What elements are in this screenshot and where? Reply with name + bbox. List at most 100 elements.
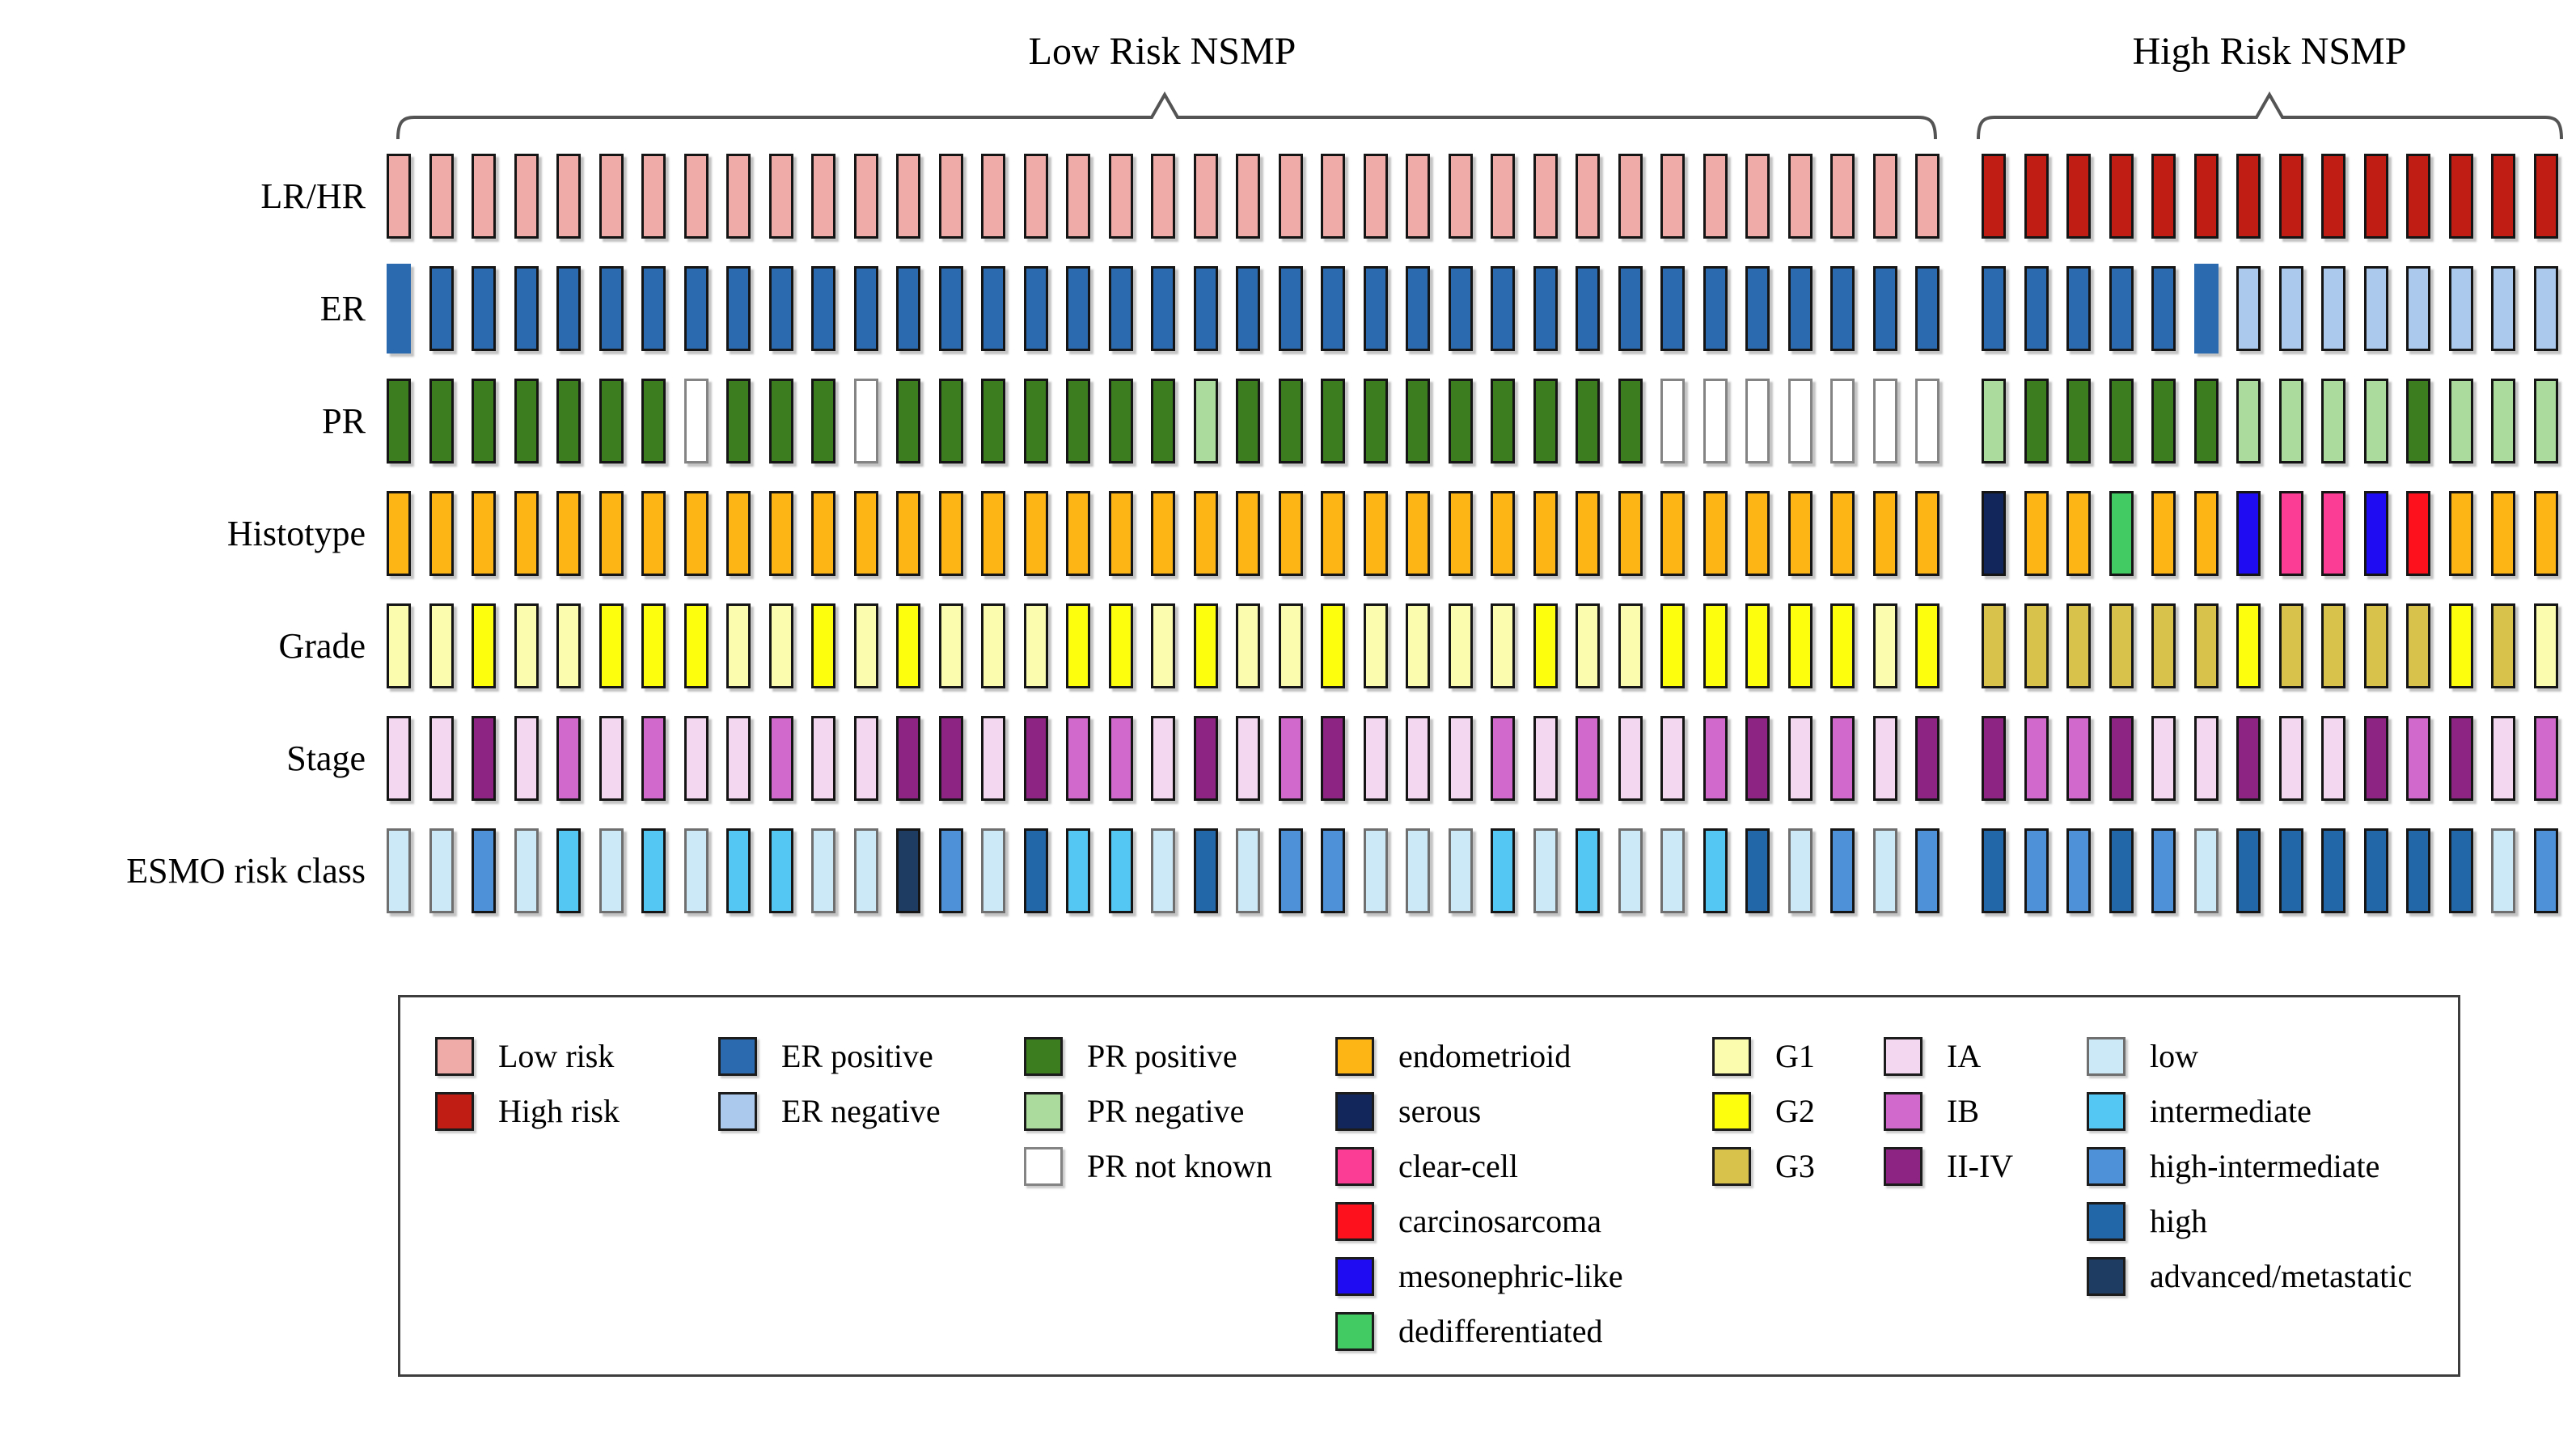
cell-histotype-col16 bbox=[1023, 491, 1048, 576]
cell-pr-col19 bbox=[1151, 379, 1175, 464]
legend-label-lo: low bbox=[2150, 1038, 2198, 1074]
legend-swatch-CC bbox=[1335, 1147, 1374, 1186]
cell-er-col27 bbox=[1491, 266, 1515, 351]
cell-histotype-col18 bbox=[1108, 491, 1133, 576]
cell-stage-col48 bbox=[2406, 716, 2430, 801]
cell-esmo-col31 bbox=[1660, 828, 1685, 913]
cell-stage-col7 bbox=[641, 716, 666, 801]
cell-er-col14 bbox=[938, 266, 963, 351]
cell-pr-col20 bbox=[1193, 379, 1218, 464]
cell-esmo-col12 bbox=[853, 828, 878, 913]
low-risk-group-title: Low Risk NSMP bbox=[1028, 30, 1296, 73]
cell-histotype-col43 bbox=[2193, 491, 2219, 576]
legend-swatch-lo bbox=[2087, 1037, 2126, 1076]
cell-er-col16 bbox=[1023, 266, 1048, 351]
legend-item-esmo-class-lo: low bbox=[2087, 1037, 2198, 1076]
cell-pr-col38 bbox=[1982, 379, 2006, 464]
legend-swatch-G3 bbox=[1712, 1147, 1751, 1186]
cell-stage-col51 bbox=[2533, 716, 2558, 801]
cell-er-col3 bbox=[472, 266, 496, 351]
legend-swatch-PR- bbox=[1024, 1092, 1063, 1131]
legend-label-PR-: PR negative bbox=[1087, 1093, 1245, 1129]
cell-stage-col43 bbox=[2193, 716, 2219, 801]
cell-stage-col10 bbox=[768, 716, 793, 801]
cell-histotype-col26 bbox=[1448, 491, 1473, 576]
cell-pr-col45 bbox=[2278, 379, 2303, 464]
cell-histotype-col37 bbox=[1915, 491, 1939, 576]
cell-esmo-col14 bbox=[938, 828, 963, 913]
legend-swatch-G1 bbox=[1712, 1037, 1751, 1076]
cell-esmo-col51 bbox=[2533, 828, 2558, 913]
cell-lrhr-col1 bbox=[387, 154, 411, 239]
legend-label-SE: serous bbox=[1398, 1093, 1482, 1129]
cell-pr-col8 bbox=[683, 379, 709, 464]
cell-er-col5 bbox=[556, 266, 581, 351]
legend-swatch-G2 bbox=[1712, 1092, 1751, 1131]
cell-histotype-col1 bbox=[387, 491, 411, 576]
cell-histotype-col28 bbox=[1533, 491, 1558, 576]
cell-esmo-col48 bbox=[2406, 828, 2430, 913]
cell-lrhr-col24 bbox=[1363, 154, 1388, 239]
cell-pr-col50 bbox=[2491, 379, 2515, 464]
cell-lrhr-col12 bbox=[853, 154, 878, 239]
cell-lrhr-col20 bbox=[1193, 154, 1218, 239]
cell-histotype-col50 bbox=[2491, 491, 2515, 576]
cell-grade-col6 bbox=[599, 603, 624, 688]
cell-grade-col17 bbox=[1066, 603, 1090, 688]
cell-lrhr-col6 bbox=[599, 154, 624, 239]
cell-grade-col45 bbox=[2278, 603, 2303, 688]
cell-lrhr-col42 bbox=[2151, 154, 2176, 239]
cell-er-col23 bbox=[1321, 266, 1345, 351]
cell-er-col18 bbox=[1108, 266, 1133, 351]
cell-histotype-col8 bbox=[683, 491, 709, 576]
cell-er-col33 bbox=[1745, 266, 1770, 351]
cell-er-col1 bbox=[387, 264, 411, 354]
cell-er-col43 bbox=[2193, 264, 2219, 354]
cell-stage-col9 bbox=[726, 716, 751, 801]
cell-esmo-col38 bbox=[1982, 828, 2006, 913]
cell-pr-col32 bbox=[1703, 379, 1728, 464]
cell-grade-col49 bbox=[2448, 603, 2473, 688]
legend-item-grade-G1: G1 bbox=[1712, 1037, 1815, 1076]
cell-lrhr-col2 bbox=[429, 154, 454, 239]
cell-lrhr-col44 bbox=[2236, 154, 2261, 239]
cell-esmo-col50 bbox=[2491, 828, 2515, 913]
cell-lrhr-col5 bbox=[556, 154, 581, 239]
cell-grade-col4 bbox=[514, 603, 539, 688]
cell-histotype-col41 bbox=[2109, 491, 2134, 576]
cell-pr-col51 bbox=[2533, 379, 2558, 464]
cell-histotype-col12 bbox=[853, 491, 878, 576]
high-risk-group-title: High Risk NSMP bbox=[2132, 30, 2407, 73]
cell-stage-col13 bbox=[896, 716, 920, 801]
cell-esmo-col5 bbox=[556, 828, 581, 913]
cell-er-col26 bbox=[1448, 266, 1473, 351]
cell-lrhr-col46 bbox=[2321, 154, 2345, 239]
cell-lrhr-col18 bbox=[1108, 154, 1133, 239]
cell-pr-col26 bbox=[1448, 379, 1473, 464]
legend-swatch-hi bbox=[2087, 1202, 2126, 1241]
cell-histotype-col14 bbox=[938, 491, 963, 576]
cell-pr-col35 bbox=[1830, 379, 1855, 464]
cell-histotype-col44 bbox=[2236, 491, 2261, 576]
cell-histotype-col17 bbox=[1066, 491, 1090, 576]
high-risk-brace bbox=[1977, 91, 2563, 140]
cell-histotype-col4 bbox=[514, 491, 539, 576]
cell-esmo-col4 bbox=[514, 828, 539, 913]
cell-grade-col36 bbox=[1872, 603, 1897, 688]
cell-esmo-col3 bbox=[472, 828, 496, 913]
cell-er-col7 bbox=[641, 266, 666, 351]
cell-esmo-col22 bbox=[1278, 828, 1303, 913]
legend-label-G1: G1 bbox=[1775, 1038, 1815, 1074]
cell-esmo-col8 bbox=[683, 828, 709, 913]
cell-lrhr-col8 bbox=[683, 154, 709, 239]
legend-item-histotype-CS: carcinosarcoma bbox=[1335, 1202, 1601, 1241]
cell-esmo-col37 bbox=[1915, 828, 1939, 913]
cell-grade-col39 bbox=[2024, 603, 2049, 688]
cell-esmo-col45 bbox=[2278, 828, 2303, 913]
cell-esmo-col7 bbox=[641, 828, 666, 913]
cell-pr-col30 bbox=[1618, 379, 1643, 464]
cell-pr-col49 bbox=[2448, 379, 2473, 464]
cell-pr-col15 bbox=[981, 379, 1005, 464]
cell-stage-col16 bbox=[1023, 716, 1048, 801]
